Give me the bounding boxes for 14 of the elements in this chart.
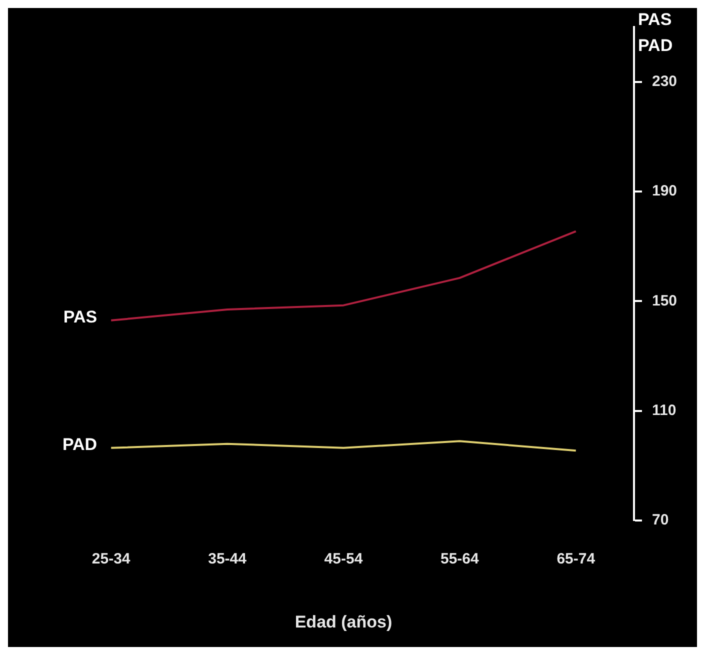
y-tick-label: 110 (652, 402, 676, 420)
series-label: PAS (63, 308, 98, 327)
x-tick-label: 55-64 (440, 550, 480, 568)
series-label: PAD (62, 435, 98, 454)
y-axis-title: PAS PAD (638, 10, 673, 56)
x-axis-title: Edad (años) (294, 612, 392, 632)
y-tick-label: 70 (652, 512, 669, 529)
x-tick-label: 65-74 (556, 550, 596, 568)
y-tick-label: 230 (652, 72, 678, 90)
x-tick-label: 45-54 (324, 550, 364, 568)
x-tick-label: 25-34 (92, 550, 131, 568)
y-tick-label: 190 (652, 182, 678, 200)
x-tick-label: 35-44 (208, 550, 248, 568)
y-tick-label: 150 (652, 292, 678, 310)
